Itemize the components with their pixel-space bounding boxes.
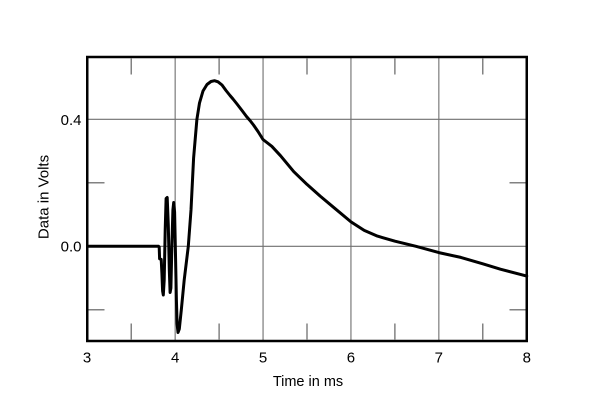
svg-text:7: 7 [435, 350, 443, 367]
svg-text:0.0: 0.0 [61, 238, 82, 255]
svg-text:8: 8 [523, 350, 531, 367]
svg-text:Time in ms: Time in ms [273, 374, 343, 390]
svg-text:4: 4 [171, 350, 179, 367]
svg-text:3: 3 [83, 350, 91, 367]
svg-text:6: 6 [347, 350, 355, 367]
svg-text:0.4: 0.4 [61, 112, 82, 129]
svg-text:5: 5 [259, 350, 267, 367]
svg-text:Data in Volts: Data in Volts [36, 155, 53, 239]
